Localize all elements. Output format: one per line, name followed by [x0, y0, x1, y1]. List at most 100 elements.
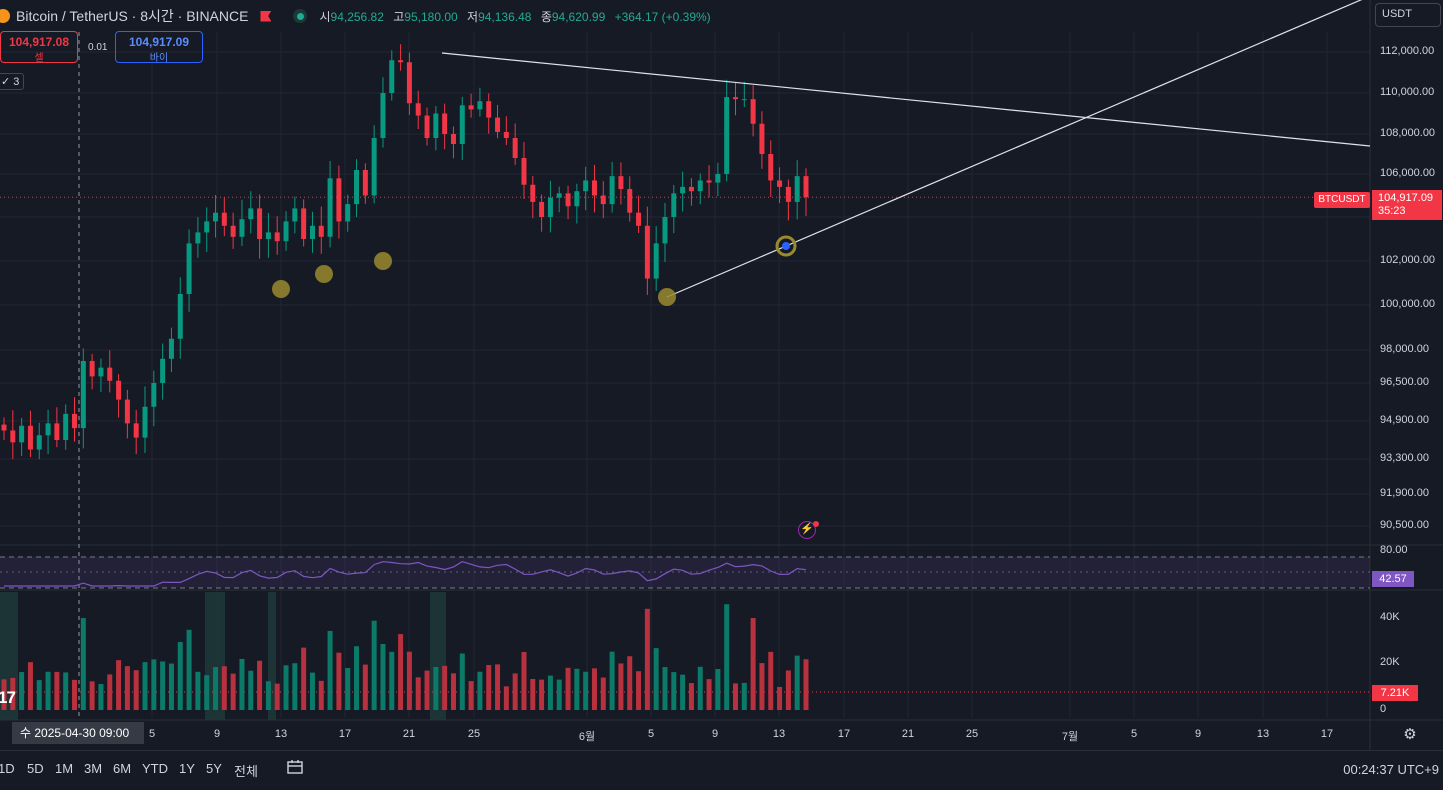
bar-countdown: 35:23	[1378, 205, 1406, 217]
candle-body	[45, 423, 51, 436]
volume-bar	[362, 664, 368, 710]
candle-body	[539, 201, 545, 217]
calendar-range-icon[interactable]	[286, 758, 304, 776]
candle-body	[19, 425, 25, 443]
candle-body	[204, 221, 210, 233]
volume-bar	[19, 672, 25, 710]
timeframe-button[interactable]: 1M	[55, 761, 74, 776]
candle-body	[521, 158, 527, 185]
candle-body	[486, 101, 492, 118]
currency-selector[interactable]: USDT	[1375, 3, 1441, 27]
timeframe-button[interactable]: 5Y	[206, 761, 222, 776]
tradingview-logo: 17	[0, 688, 16, 707]
live-icon	[293, 9, 308, 23]
candle-body	[327, 178, 333, 237]
volume-bar	[204, 675, 210, 710]
time-tick: 13	[772, 728, 786, 740]
volume-bar	[636, 671, 642, 710]
candle-body	[274, 232, 280, 242]
timeframe-button[interactable]: 전체	[234, 764, 258, 779]
volume-bar	[177, 642, 183, 710]
volume-bar	[803, 659, 809, 710]
volume-bar	[345, 668, 351, 710]
chart-grid	[0, 0, 1443, 750]
time-tick: 13	[274, 728, 288, 740]
timeframe-button[interactable]: 1Y	[179, 761, 195, 776]
candle-body	[653, 243, 659, 279]
candle-body	[530, 184, 536, 202]
volume-bar	[406, 651, 412, 710]
buy-button[interactable]: 104,917.09 바이	[115, 31, 203, 64]
volume-bar	[98, 683, 104, 710]
volume-bar	[750, 618, 756, 710]
candle-body	[195, 232, 201, 244]
volume-bar	[539, 679, 545, 710]
volume-bar	[389, 651, 395, 710]
volume-bar	[591, 668, 597, 710]
bottom-toolbar	[0, 750, 1443, 790]
volume-highlight-zone	[205, 592, 225, 720]
candle-body	[583, 180, 589, 192]
candle-body	[380, 93, 386, 138]
candle-body	[221, 212, 227, 226]
price-tick: 96,500.00	[1380, 376, 1429, 388]
candle-body	[301, 208, 307, 239]
timeframe-button[interactable]: YTD	[142, 761, 168, 776]
volume-bar	[230, 673, 236, 710]
volume-bar	[248, 670, 254, 710]
volume-bar	[759, 663, 765, 710]
volume-tick: 20K	[1380, 656, 1400, 668]
lightning-alert-icon[interactable]: ⚡	[798, 521, 816, 539]
time-tick: 25	[965, 728, 979, 740]
timeframe-button[interactable]: 1D	[0, 761, 15, 776]
timeframe-button[interactable]: 3M	[84, 761, 103, 776]
volume-bar	[195, 671, 201, 710]
volume-bar	[54, 671, 60, 710]
time-tick: 7월	[1061, 731, 1079, 743]
candlestick-chart[interactable]	[0, 0, 1443, 750]
price-tick: 91,900.00	[1380, 487, 1429, 499]
volume-bar	[495, 664, 501, 710]
settings-icon[interactable]: ⚙	[1403, 726, 1417, 743]
candle-body	[133, 423, 139, 438]
volume-bar	[107, 674, 113, 710]
volume-bar	[318, 680, 324, 710]
candle-body	[107, 367, 113, 381]
timeframe-button[interactable]: 6M	[113, 761, 132, 776]
volume-bar	[662, 667, 668, 710]
candle-body	[257, 208, 263, 239]
volume-bar	[574, 668, 580, 710]
indicators-toggle[interactable]: ✓ 3	[0, 73, 25, 90]
volume-bar	[336, 652, 342, 710]
sell-button[interactable]: 104,917.08 셀	[0, 31, 78, 64]
candle-body	[662, 217, 668, 244]
candle-body	[160, 358, 166, 383]
candle-body	[398, 60, 404, 63]
pivot-marker	[374, 252, 392, 270]
volume-bar	[89, 681, 95, 710]
candle-body	[36, 435, 42, 450]
candle-body	[151, 383, 157, 407]
candle-body	[556, 193, 562, 198]
volume-bar	[583, 671, 589, 710]
candle-body	[591, 180, 597, 196]
volume-bar	[424, 670, 430, 710]
volume-bar	[715, 669, 721, 710]
candle-body	[759, 123, 765, 154]
flag-icon[interactable]	[260, 10, 272, 22]
candle-body	[116, 380, 122, 400]
price-tick: 98,000.00	[1380, 343, 1429, 355]
volume-bar	[442, 665, 448, 710]
time-tick: 21	[901, 728, 915, 740]
time-tick: 17	[338, 728, 352, 740]
volume-bar	[741, 682, 747, 710]
candle-body	[142, 406, 148, 438]
volume-bar	[732, 683, 738, 710]
volume-bar	[398, 634, 404, 710]
candle-body	[636, 212, 642, 226]
pivot-marker-center	[782, 242, 790, 250]
timeframe-button[interactable]: 5D	[27, 761, 44, 776]
volume-bar	[292, 663, 298, 710]
symbol-title[interactable]: Bitcoin / TetherUS · 8시간 · BINANCE	[16, 8, 249, 24]
volume-bar	[697, 666, 703, 710]
